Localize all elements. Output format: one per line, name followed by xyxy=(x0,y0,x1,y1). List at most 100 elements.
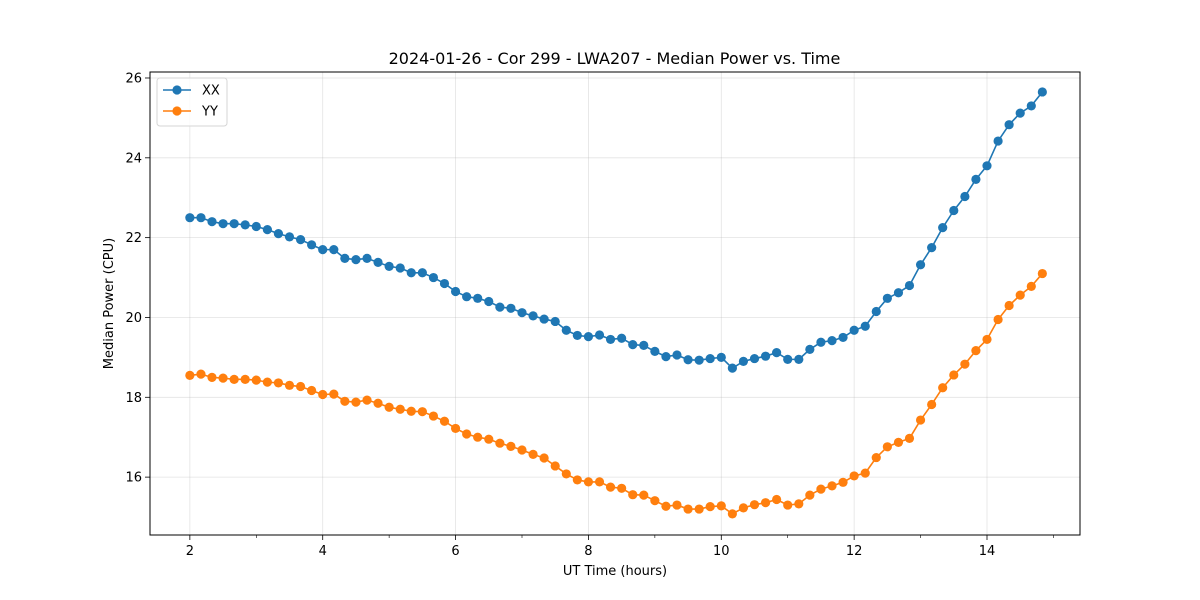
data-point-yy xyxy=(938,383,948,393)
data-point-xx xyxy=(284,232,295,242)
x-tick-label: 14 xyxy=(979,544,996,559)
data-point-xx xyxy=(694,355,704,365)
data-point-xx xyxy=(373,257,383,267)
data-point-yy xyxy=(185,370,195,380)
data-point-yy xyxy=(605,482,616,492)
data-point-xx xyxy=(982,161,992,171)
data-point-xx xyxy=(904,280,915,291)
data-point-yy xyxy=(661,501,671,511)
data-point-yy xyxy=(251,375,261,385)
data-point-xx xyxy=(594,330,605,340)
data-point-yy xyxy=(716,501,726,511)
data-point-yy xyxy=(550,461,560,471)
data-point-yy xyxy=(982,334,992,345)
data-point-yy xyxy=(395,404,405,414)
data-point-xx xyxy=(218,219,228,229)
data-point-yy xyxy=(340,396,350,406)
data-point-xx xyxy=(971,174,981,184)
data-point-yy xyxy=(871,452,881,463)
data-point-xx xyxy=(1015,108,1025,118)
data-point-xx xyxy=(340,253,350,263)
data-point-xx xyxy=(329,245,339,255)
data-point-yy xyxy=(528,449,538,459)
data-point-xx xyxy=(473,293,483,303)
data-point-yy xyxy=(838,477,848,487)
data-point-xx xyxy=(938,223,948,233)
y-axis-label: Median Power (CPU) xyxy=(102,238,117,369)
data-point-yy xyxy=(628,490,638,500)
y-tick-label: 24 xyxy=(125,151,142,166)
data-point-xx xyxy=(816,337,826,347)
data-point-yy xyxy=(915,415,926,425)
data-point-xx xyxy=(417,268,427,278)
data-point-xx xyxy=(506,303,516,313)
data-point-yy xyxy=(927,399,937,410)
data-point-yy xyxy=(683,504,693,514)
series-yy xyxy=(185,268,1047,519)
x-axis-label: UT Time (hours) xyxy=(563,564,667,579)
data-point-xx xyxy=(617,333,627,343)
data-point-xx xyxy=(838,332,848,343)
y-tick-label: 20 xyxy=(125,311,142,326)
data-point-yy xyxy=(617,483,627,493)
data-point-xx xyxy=(639,340,649,351)
data-point-xx xyxy=(650,346,660,356)
data-point-yy xyxy=(860,468,870,478)
data-point-xx xyxy=(196,213,206,223)
data-point-xx xyxy=(783,354,793,364)
data-point-yy xyxy=(329,389,339,399)
data-point-yy xyxy=(506,441,516,451)
data-point-xx xyxy=(628,340,638,350)
data-point-yy xyxy=(273,378,284,388)
data-point-yy xyxy=(406,406,416,416)
data-point-yy xyxy=(284,380,295,390)
data-point-yy xyxy=(561,469,571,479)
data-point-xx xyxy=(605,334,616,345)
data-point-yy xyxy=(362,395,372,405)
data-point-yy xyxy=(1004,300,1014,311)
data-point-xx xyxy=(672,350,682,360)
series-xx xyxy=(185,87,1047,373)
legend: XX YY xyxy=(156,77,228,127)
series-layer xyxy=(185,87,1047,519)
legend-label-xx: XX xyxy=(202,84,220,99)
data-point-yy xyxy=(893,437,904,447)
data-point-xx xyxy=(893,288,904,298)
data-point-yy xyxy=(904,433,915,444)
data-point-xx xyxy=(716,352,726,362)
data-point-xx xyxy=(960,191,970,202)
data-point-xx xyxy=(229,219,239,229)
data-point-xx xyxy=(406,268,416,278)
data-point-yy xyxy=(694,504,704,514)
data-point-xx xyxy=(1037,87,1047,97)
data-point-yy xyxy=(971,346,981,356)
data-point-xx xyxy=(295,235,306,245)
data-point-xx xyxy=(307,240,317,250)
data-point-yy xyxy=(450,423,461,434)
data-point-xx xyxy=(528,311,538,321)
data-point-xx xyxy=(882,293,892,303)
data-point-yy xyxy=(572,475,582,485)
data-point-yy xyxy=(583,477,594,487)
data-point-yy xyxy=(229,374,239,384)
data-point-yy xyxy=(760,498,771,508)
x-tick-label: 8 xyxy=(584,544,592,559)
data-point-xx xyxy=(583,332,594,342)
data-point-yy xyxy=(960,359,970,369)
data-point-xx xyxy=(462,292,472,302)
data-point-xx xyxy=(661,351,671,362)
data-point-yy xyxy=(772,494,782,505)
data-point-yy xyxy=(594,477,605,487)
data-point-xx xyxy=(550,316,560,327)
data-point-xx xyxy=(749,353,760,364)
legend-marker-xx xyxy=(172,85,182,95)
data-point-yy xyxy=(805,490,815,500)
data-point-xx xyxy=(727,363,737,373)
data-point-yy xyxy=(783,500,793,510)
data-point-yy xyxy=(473,432,483,442)
data-point-xx xyxy=(351,254,361,265)
data-point-yy xyxy=(849,471,859,481)
data-point-xx xyxy=(993,136,1003,146)
